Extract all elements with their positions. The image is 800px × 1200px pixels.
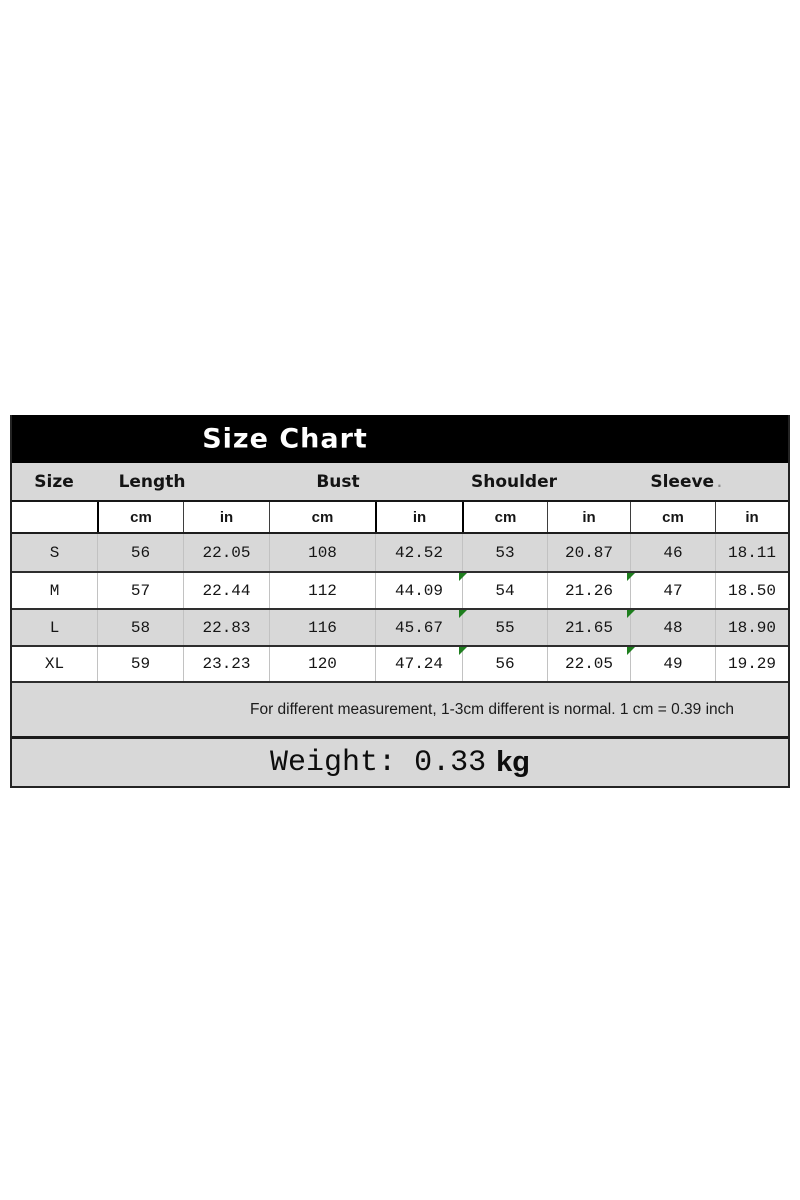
value-cell: 112 [269,573,375,608]
unit-cell-sleeve-cm: cm [630,502,715,532]
table-row-m: M 57 22.44 112 44.09 54 21.26 47 18.50 [12,571,788,608]
weight-unit: kg [496,746,530,778]
size-cell: S [49,543,60,562]
value-cell: 22.05 [183,534,269,571]
value-cell: 18.90 [715,610,788,645]
value-cell: 20.87 [547,534,630,571]
corner-flag-icon [459,647,467,655]
value-text: 47 [663,581,683,600]
value-cell: 48 [627,610,715,645]
value-cell: 18.11 [715,534,788,571]
corner-flag-icon [627,610,635,618]
unit-cell-length-cm: cm [97,502,183,532]
value-cell: 47.24 [375,647,462,681]
value-cell: 56 [459,647,547,681]
value-text: 49 [663,655,683,673]
value-cell: 18.50 [715,573,788,608]
value-text: 55 [495,618,515,637]
unit-cell-bust-in: in [375,502,462,532]
value-cell: 19.29 [715,647,788,681]
value-cell: 22.83 [183,610,269,645]
value-cell: 58 [97,610,183,645]
units-row: cm in cm in cm in cm in [12,500,788,534]
column-header-sleeve-text: Sleeve [650,471,715,492]
value-cell: 23.23 [183,647,269,681]
value-text: 54 [495,581,515,600]
corner-flag-icon [627,573,635,581]
corner-flag-icon [459,610,467,618]
value-cell: 116 [269,610,375,645]
title-band: Size Chart [12,415,788,463]
value-cell: 21.26 [547,573,630,608]
weight-row: Weight: 0.33 kg [12,736,788,786]
weight-label: Weight: 0.33 [270,745,487,780]
value-cell: 54 [459,573,547,608]
size-cell: M [49,581,60,600]
column-header-row: Size Length Bust Shoulder Sleeve. [12,463,788,500]
value-text: 48 [663,618,683,637]
column-header-size: Size [34,471,74,492]
value-cell: 47 [627,573,715,608]
unit-cell-shoulder-cm: cm [462,502,547,532]
unit-cell-shoulder-in: in [547,502,630,532]
value-cell: 42.52 [375,534,462,571]
value-cell: 21.65 [547,610,630,645]
value-cell: 108 [269,534,375,571]
size-cell: L [49,618,60,637]
table-row-xl: XL 59 23.23 120 47.24 56 22.05 49 19.29 [12,645,788,681]
value-cell: 22.44 [183,573,269,608]
value-cell: 53 [462,534,547,571]
size-chart-table: Size Chart Size Length Bust Shoulder Sle… [10,415,790,788]
size-cell: XL [44,655,65,673]
value-cell: 59 [97,647,183,681]
value-cell: 49 [627,647,715,681]
column-header-sleeve: Sleeve. [650,472,721,492]
value-cell: 45.67 [375,610,462,645]
value-cell: 55 [459,610,547,645]
note-row: For different measurement, 1-3cm differe… [12,681,788,736]
corner-flag-icon [627,647,635,655]
chart-title: Size Chart [202,423,368,455]
unit-cell-length-in: in [183,502,269,532]
table-row-s: S 56 22.05 108 42.52 53 20.87 46 18.11 [12,534,788,571]
units-cell-empty [12,502,97,532]
unit-cell-sleeve-in: in [715,502,788,532]
column-header-bust: Bust [316,471,360,492]
table-row-l: L 58 22.83 116 45.67 55 21.65 48 18.90 [12,608,788,645]
value-cell: 46 [630,534,715,571]
value-cell: 56 [97,534,183,571]
column-header-length: Length [118,471,186,492]
unit-cell-bust-cm: cm [269,502,375,532]
sleeve-trailing-dot: . [717,475,722,490]
corner-flag-icon [459,573,467,581]
value-cell: 22.05 [547,647,630,681]
value-text: 56 [495,655,515,673]
column-header-shoulder: Shoulder [470,471,558,492]
value-cell: 44.09 [375,573,462,608]
value-cell: 57 [97,573,183,608]
measurement-note: For different measurement, 1-3cm differe… [249,700,735,718]
value-cell: 120 [269,647,375,681]
